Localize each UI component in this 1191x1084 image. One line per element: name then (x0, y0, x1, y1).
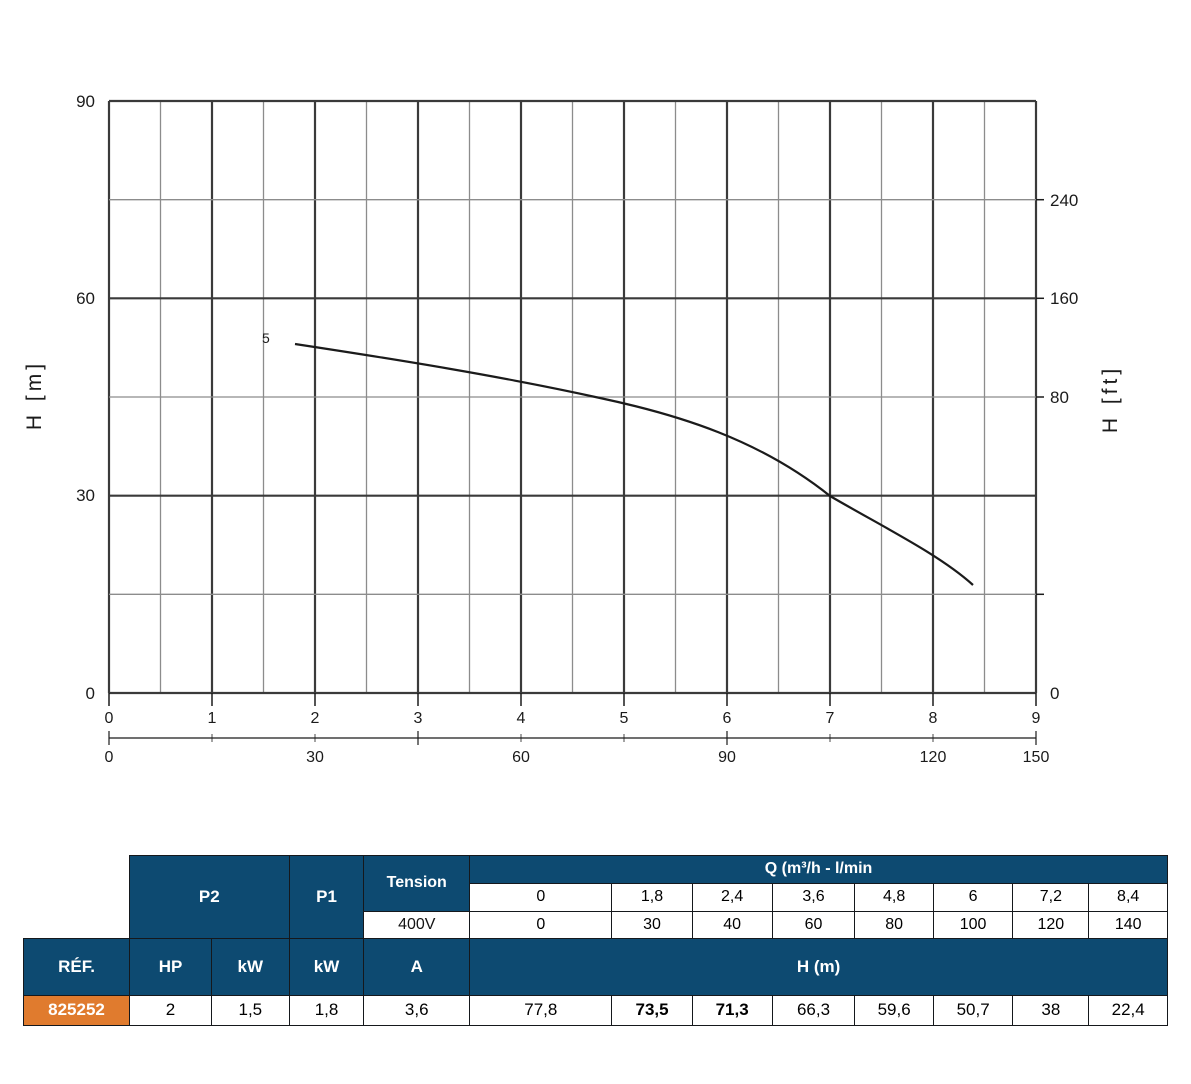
svg-text:H [m]: H [m] (23, 360, 46, 430)
svg-text:6: 6 (723, 710, 732, 727)
svg-text:0: 0 (1050, 684, 1059, 703)
svg-text:80: 80 (1050, 388, 1069, 407)
svg-text:120: 120 (920, 749, 947, 766)
svg-text:9: 9 (1032, 710, 1041, 727)
svg-text:H [ft]: H [ft] (1099, 365, 1122, 433)
svg-text:30: 30 (76, 486, 95, 505)
svg-text:90: 90 (76, 92, 95, 111)
svg-text:2: 2 (311, 710, 320, 727)
svg-text:60: 60 (512, 749, 530, 766)
svg-text:7: 7 (826, 710, 835, 727)
svg-text:90: 90 (718, 749, 736, 766)
svg-text:30: 30 (306, 749, 324, 766)
svg-text:4: 4 (517, 710, 526, 727)
svg-text:160: 160 (1050, 289, 1078, 308)
svg-text:5: 5 (620, 710, 629, 727)
svg-text:0: 0 (105, 710, 114, 727)
svg-text:60: 60 (76, 289, 95, 308)
svg-text:1: 1 (208, 710, 217, 727)
svg-text:0: 0 (86, 684, 95, 703)
svg-text:3: 3 (414, 710, 423, 727)
svg-text:8: 8 (929, 710, 938, 727)
svg-text:150: 150 (1023, 749, 1050, 766)
svg-text:5: 5 (262, 330, 270, 346)
svg-text:0: 0 (105, 749, 114, 766)
svg-text:240: 240 (1050, 191, 1078, 210)
